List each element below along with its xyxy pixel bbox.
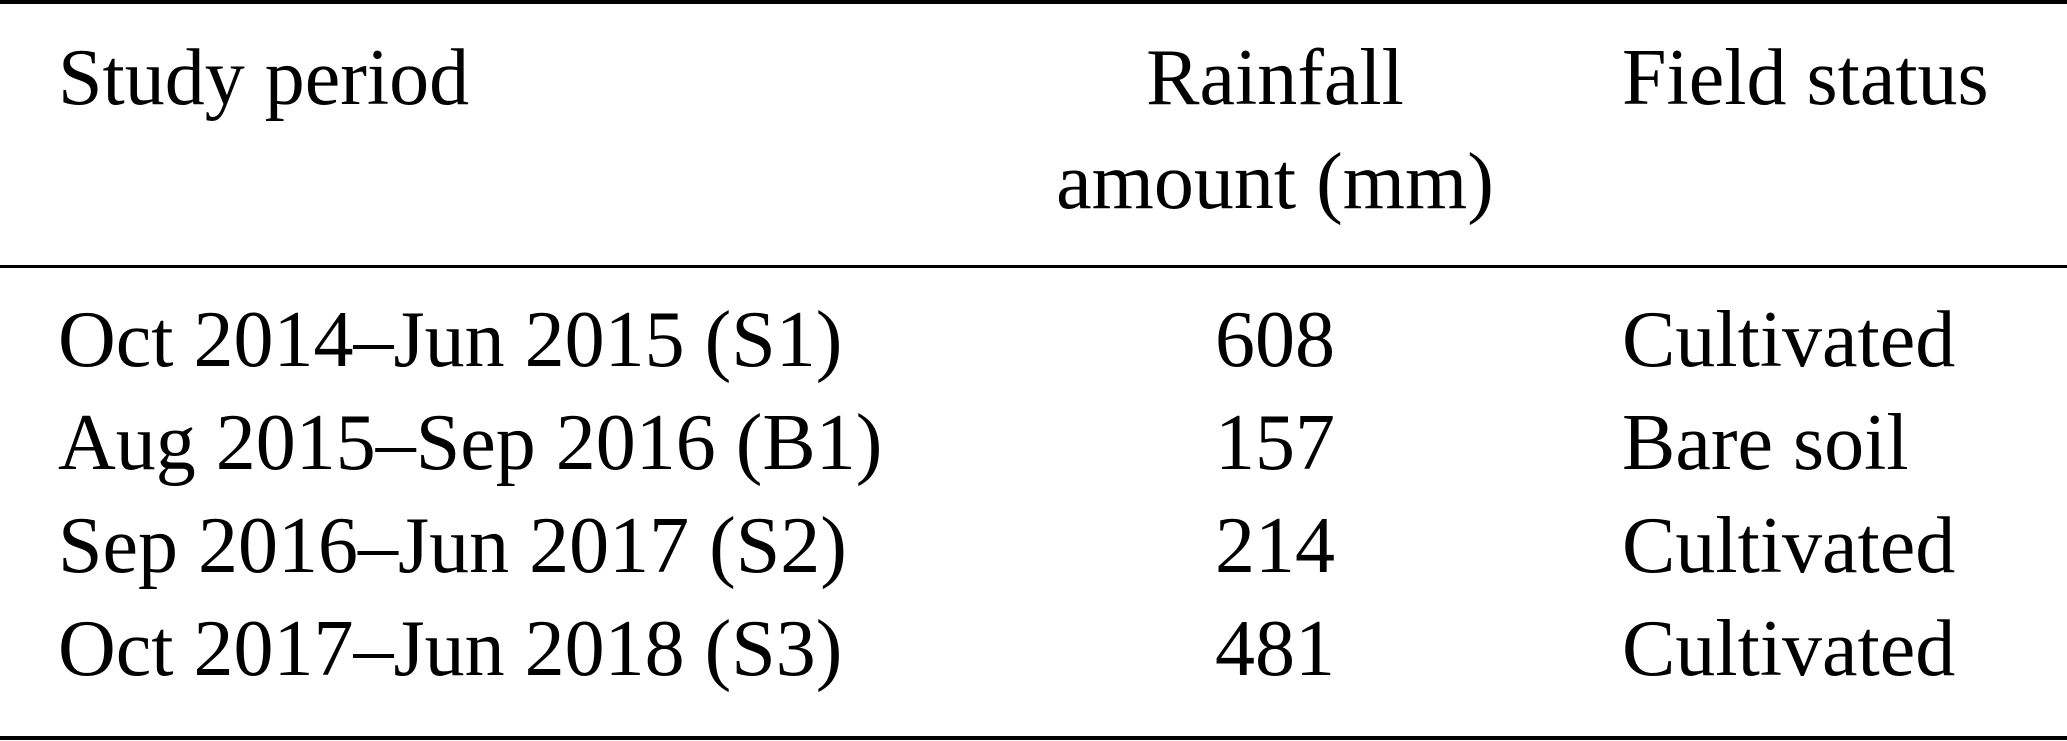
row-status: Bare soil xyxy=(1622,399,1909,487)
row-period: Oct 2017–Jun 2018 (S3) xyxy=(58,605,843,693)
header-study-period: Study period xyxy=(58,34,470,122)
row-period: Aug 2015–Sep 2016 (B1) xyxy=(58,399,883,487)
header-rainfall-line2: amount (mm) xyxy=(1056,138,1494,226)
row-status: Cultivated xyxy=(1622,502,1956,590)
row-rainfall: 608 xyxy=(1215,296,1335,384)
row-period: Oct 2014–Jun 2015 (S1) xyxy=(58,296,843,384)
row-period: Sep 2016–Jun 2017 (S2) xyxy=(58,502,847,590)
row-rainfall: 214 xyxy=(1215,502,1335,590)
row-rainfall: 157 xyxy=(1215,399,1335,487)
row-status: Cultivated xyxy=(1622,605,1956,693)
bottom-rule xyxy=(0,736,2067,740)
header-rainfall-line1: Rainfall xyxy=(1146,34,1404,122)
row-rainfall: 481 xyxy=(1215,605,1335,693)
row-status: Cultivated xyxy=(1622,296,1956,384)
header-field-status: Field status xyxy=(1622,34,1989,122)
top-rule xyxy=(0,0,2067,4)
header-rule xyxy=(0,265,2067,268)
